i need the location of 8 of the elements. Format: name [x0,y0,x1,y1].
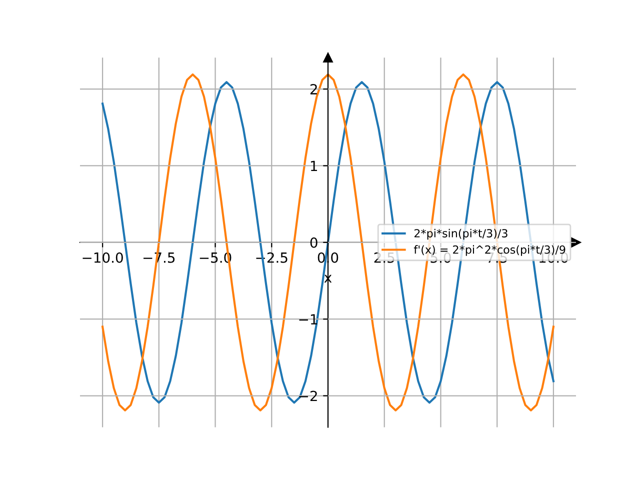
y-tick-label: −2 [299,390,317,402]
x-tick-label: 2.5 [374,252,394,263]
y-tick-label: 2 [310,84,317,94]
y-tick-label: −1 [299,314,317,324]
y-tick-label: 0 [310,237,318,248]
x-tick-label: −10.0 [82,252,123,263]
legend-label: 2*pi*sin(pi*t/3)/3 [414,228,508,240]
y-tick-label: 1 [310,160,317,171]
